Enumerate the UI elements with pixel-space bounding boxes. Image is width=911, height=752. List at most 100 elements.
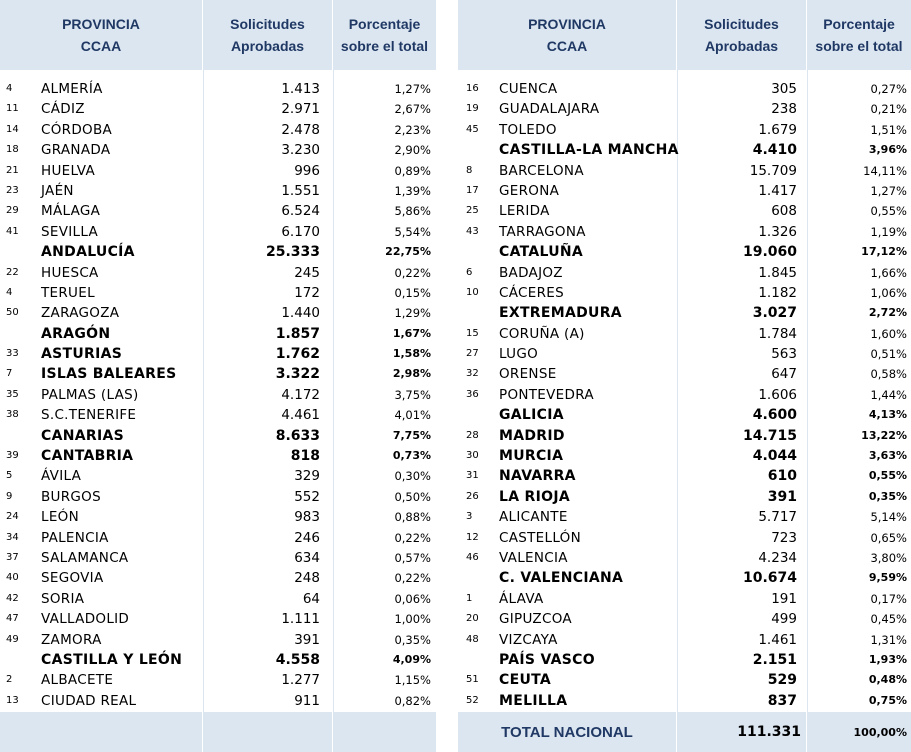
approved-requests: 996 [294, 162, 320, 179]
table-row: 42 SORIA 64 0,06% [0, 589, 436, 609]
approved-requests: 2.971 [281, 101, 320, 118]
region-total-row: 33 ASTURIAS 1.762 1,58% [0, 344, 436, 364]
table-row: 3 ALICANTE 5.717 5,14% [458, 507, 911, 527]
province-name: TARRAGONA [499, 223, 586, 240]
percentage-of-total: 3,80% [870, 550, 907, 565]
percentage-of-total: 0,22% [394, 265, 431, 280]
province-code: 14 [6, 123, 19, 135]
percentage-of-total: 1,27% [394, 82, 431, 96]
approved-requests: 4.044 [752, 448, 797, 465]
table-row: 12 CASTELLÓN 723 0,65% [458, 528, 911, 548]
province-code: 7 [6, 368, 13, 380]
region-name: ANDALUCÍA [41, 244, 135, 261]
percentage-of-total: 1,39% [394, 183, 431, 198]
percentage-of-total: 1,58% [392, 347, 431, 361]
province-code: 11 [6, 103, 19, 115]
approved-requests: 391 [294, 631, 320, 648]
province-name: SEVILLA [41, 223, 99, 240]
footer-cell [203, 712, 333, 752]
percentage-of-total: 0,22% [394, 530, 431, 545]
province-code: 9 [6, 490, 13, 502]
province-code: 23 [6, 184, 19, 196]
requests-header-label: Solicitudes [230, 16, 305, 32]
table-row: 19 GUADALAJARA 238 0,21% [458, 99, 911, 119]
region-name: CASTILLA-LA MANCHA [499, 142, 679, 159]
percentage-of-total: 0,75% [868, 693, 907, 707]
percentage-of-total: 1,19% [870, 224, 907, 239]
approved-requests: 14.715 [742, 427, 797, 444]
percentage-of-total: 0,88% [394, 510, 431, 525]
province-code: 28 [466, 429, 479, 441]
region-name: EXTREMADURA [499, 305, 622, 322]
approved-requests: 191 [771, 590, 797, 607]
province-code: 2 [6, 674, 13, 686]
province-name: VALLADOLID [41, 611, 130, 628]
table-row: 36 PONTEVEDRA 1.606 1,44% [458, 385, 911, 405]
approved-requests: 1.326 [758, 223, 797, 240]
approved-requests: 2.478 [281, 121, 320, 138]
table-row: 29 MÁLAGA 6.524 5,86% [0, 201, 436, 221]
approved-requests: 1.679 [758, 121, 797, 138]
province-name: HUELVA [41, 162, 96, 179]
approved-requests: 1.461 [758, 631, 797, 648]
percentage-of-total: 7,75% [392, 428, 431, 442]
province-name: GRANADA [41, 142, 111, 159]
table-row: 13 CIUDAD REAL 911 0,82% [0, 691, 436, 711]
province-code: 13 [6, 694, 19, 706]
table-row: 24 LEÓN 983 0,88% [0, 507, 436, 527]
region-name: GALICIA [499, 407, 564, 424]
region-name: CATALUÑA [499, 244, 584, 261]
percentage-of-total: 0,65% [870, 530, 907, 545]
province-code: 22 [6, 266, 19, 278]
percentage-header-label: Porcentaje [348, 16, 421, 32]
province-name: TERUEL [41, 284, 95, 301]
region-total-row: 28 MADRID 14.715 13,22% [458, 426, 911, 446]
region-name: CASTILLA Y LEÓN [41, 651, 183, 668]
province-name: GERONA [499, 182, 560, 199]
province-name: CORUÑA (A) [499, 325, 585, 342]
column-divider [677, 70, 678, 712]
approved-requests: 818 [290, 448, 320, 465]
approved-requests: 238 [771, 101, 797, 118]
table-row: 41 SEVILLA 6.170 5,54% [0, 222, 436, 242]
percentage-of-total: 13,22% [861, 428, 907, 442]
percentage-of-total: 1,60% [870, 326, 907, 341]
approved-requests: 1.417 [758, 182, 797, 199]
approved-requests: 1.845 [758, 264, 797, 281]
requests-column-header: Solicitudes Aprobadas [677, 0, 807, 70]
approved-requests: 4.410 [752, 142, 797, 159]
table-row: 38 S.C.TENERIFE 4.461 4,01% [0, 405, 436, 425]
region-name: C. VALENCIANA [499, 570, 624, 587]
province-name: CIUDAD REAL [41, 692, 137, 709]
table-row: 4 TERUEL 172 0,15% [0, 283, 436, 303]
region-total-row: 30 MURCIA 4.044 3,63% [458, 446, 911, 466]
region-name: MELILLA [499, 692, 568, 709]
percentage-of-total: 4,01% [394, 408, 431, 423]
approved-requests: 305 [771, 81, 797, 97]
table-row: 22 HUESCA 245 0,22% [0, 263, 436, 283]
percentage-of-total: 0,48% [868, 673, 907, 687]
approved-requests: 3.322 [275, 366, 320, 383]
province-name: BADAJOZ [499, 264, 563, 281]
percentage-of-total: 0,45% [870, 612, 907, 627]
province-code: 16 [466, 83, 479, 94]
region-name: LA RIOJA [499, 488, 570, 505]
region-name: CANTABRIA [41, 448, 134, 465]
region-total-row: 52 MELILLA 837 0,75% [458, 691, 911, 711]
table-row: 5 ÁVILA 329 0,30% [0, 466, 436, 486]
province-name: LERIDA [499, 203, 550, 220]
province-name: ORENSE [499, 366, 557, 383]
province-code: 29 [6, 205, 19, 217]
province-code: 33 [6, 348, 19, 360]
province-name: LEÓN [41, 509, 79, 526]
table-row: 45 TOLEDO 1.679 1,51% [458, 120, 911, 140]
approved-requests: 64 [302, 590, 320, 607]
table-row: 37 SALAMANCA 634 0,57% [0, 548, 436, 568]
percentage-of-total: 0,22% [394, 571, 431, 586]
province-name: CÁCERES [499, 284, 564, 301]
province-name: ÁVILA [41, 468, 82, 485]
percentage-of-total: 5,54% [394, 224, 431, 239]
province-code: 12 [466, 531, 479, 543]
right-table-header: PROVINCIA CCAA Solicitudes Aprobadas Por… [458, 0, 911, 70]
province-code: 46 [466, 551, 479, 563]
